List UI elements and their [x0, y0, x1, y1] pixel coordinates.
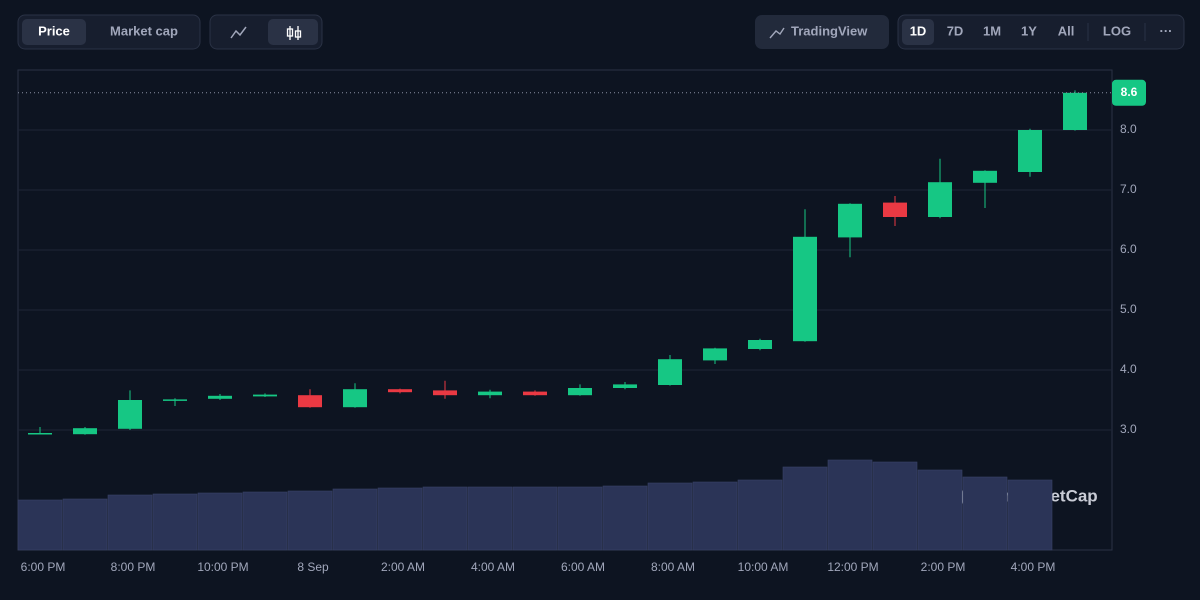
candle-view-icon[interactable] — [286, 26, 302, 40]
x-tick-label: 6:00 AM — [561, 560, 605, 574]
tradingview-button[interactable] — [755, 15, 889, 49]
tab-price[interactable]: Price — [38, 23, 70, 38]
candle-body — [298, 395, 322, 408]
range-active-bg — [902, 19, 934, 45]
x-tick-label: 2:00 AM — [381, 560, 425, 574]
candle-body — [658, 359, 682, 385]
log-button[interactable]: LOG — [1103, 23, 1131, 38]
plot-layer: 3.0 4.0 5.0 6.0 7.0 8.0 6:00 PM 8:00 PM 10:00 PM… — [17, 79, 1146, 574]
range-button[interactable]: 1M — [983, 23, 1001, 38]
candle-body — [838, 203, 862, 238]
x-tick-label: 2:00 PM — [921, 560, 966, 574]
volume-bar — [107, 494, 153, 551]
candle-body — [163, 399, 187, 401]
candle-body — [343, 389, 367, 408]
volume-bar — [557, 486, 603, 551]
range-group — [897, 14, 1185, 50]
x-tick-label: 12:00 PM — [827, 560, 878, 574]
volume-bar — [17, 499, 63, 551]
candle-body — [253, 394, 277, 397]
candle-body — [208, 395, 232, 399]
x-tick-label: 8:00 AM — [651, 560, 695, 574]
volume-bar — [962, 476, 1008, 551]
volume-bar — [602, 485, 648, 551]
range-button[interactable]: 1D — [910, 23, 927, 38]
volume-bar — [512, 486, 558, 551]
tab-active-bg — [22, 19, 86, 45]
y-tick-label: 4.0 — [1120, 362, 1137, 376]
tab-market-cap[interactable]: Market cap — [110, 23, 178, 38]
candle-body — [388, 389, 412, 393]
candle-body — [703, 348, 727, 361]
tradingview-icon — [769, 27, 785, 39]
volume-bar — [872, 461, 918, 551]
x-tick-label: 8 Sep — [297, 560, 329, 574]
x-tick-label: 10:00 PM — [197, 560, 248, 574]
candle-body — [883, 202, 907, 217]
volume-bar — [1007, 479, 1053, 551]
volume-bar — [152, 493, 198, 551]
last-price-label: 8.6 — [1121, 85, 1138, 99]
line-view-icon[interactable] — [230, 26, 247, 39]
volume-bar — [287, 490, 333, 551]
candle-body — [28, 433, 52, 435]
last-price-badge — [1112, 79, 1146, 106]
range-button[interactable]: 7D — [947, 23, 964, 38]
volume-bar — [62, 498, 108, 551]
range-button[interactable]: 1Y — [1021, 23, 1037, 38]
y-tick-label: 8.0 — [1120, 122, 1137, 136]
x-tick-label: 4:00 PM — [1011, 560, 1056, 574]
volume-bar — [377, 487, 423, 551]
candle-body — [118, 400, 142, 429]
candle-body — [973, 170, 997, 183]
x-tick-label: 4:00 AM — [471, 560, 515, 574]
volume-bar — [197, 492, 243, 551]
candle-body — [73, 428, 97, 435]
candle-body — [523, 391, 547, 396]
volume-bar — [467, 486, 513, 551]
tradingview-label[interactable]: TradingView — [791, 23, 868, 38]
y-tick-label: 3.0 — [1120, 422, 1137, 436]
volume-bar — [332, 488, 378, 551]
x-tick-label: 8:00 PM — [111, 560, 156, 574]
candle-body — [748, 340, 772, 349]
range-button[interactable]: All — [1058, 23, 1075, 38]
volume-bar — [422, 486, 468, 551]
y-tick-label: 7.0 — [1120, 182, 1137, 196]
volume-bar — [692, 481, 738, 551]
candle-body — [793, 236, 817, 342]
candle-body — [1018, 130, 1042, 172]
candle-body — [928, 182, 952, 217]
x-tick-label: 6:00 PM — [21, 560, 66, 574]
y-tick-label: 6.0 — [1120, 242, 1137, 256]
volume-bar — [737, 479, 783, 551]
volume-bar — [242, 491, 288, 551]
candle-body — [613, 384, 637, 388]
x-tick-label: 10:00 AM — [738, 560, 789, 574]
volume-bar — [647, 482, 693, 551]
candle-body — [1063, 92, 1087, 130]
candle-body — [568, 388, 592, 396]
volume-bar — [827, 459, 873, 551]
more-button[interactable]: ··· — [1160, 23, 1173, 38]
candle-body — [478, 391, 502, 396]
volume-bar — [917, 469, 963, 551]
volume-bar — [782, 466, 828, 551]
y-tick-label: 5.0 — [1120, 302, 1137, 316]
candle-body — [433, 390, 457, 396]
